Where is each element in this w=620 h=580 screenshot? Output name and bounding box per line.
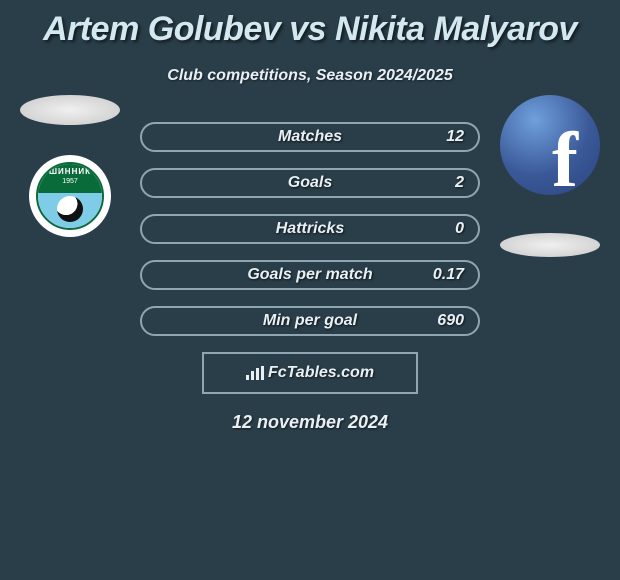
club-badge-right-placeholder <box>500 233 600 257</box>
stat-label: Goals per match <box>247 266 372 284</box>
stat-right-value: 0.17 <box>433 266 464 284</box>
stat-label: Goals <box>288 174 332 192</box>
bar-chart-icon <box>246 366 264 380</box>
stat-right-value: 2 <box>455 174 464 192</box>
facebook-f-glyph: f <box>552 121 578 199</box>
page-title: Artem Golubev vs Nikita Malyarov <box>0 0 620 49</box>
stat-row-goals-per-match: Goals per match 0.17 <box>140 260 480 290</box>
stat-row-min-per-goal: Min per goal 690 <box>140 306 480 336</box>
player-right-column: f <box>490 95 610 257</box>
brand-label: FcTables.com <box>268 364 374 382</box>
stat-right-value: 12 <box>446 128 464 146</box>
stat-label: Hattricks <box>276 220 344 238</box>
club-badge-left: ШИННИК 1957 <box>29 155 111 237</box>
subtitle: Club competitions, Season 2024/2025 <box>0 67 620 85</box>
player-left-column: ШИННИК 1957 <box>10 95 130 237</box>
stat-row-goals: Goals 2 <box>140 168 480 198</box>
stat-right-value: 690 <box>437 312 464 330</box>
club-badge-left-text: ШИННИК <box>38 167 102 176</box>
player-left-photo-placeholder <box>20 95 120 125</box>
stats-panel: Matches 12 Goals 2 Hattricks 0 Goals per… <box>140 122 480 433</box>
club-badge-left-year: 1957 <box>38 178 102 185</box>
date-label: 12 november 2024 <box>140 412 480 433</box>
brand-badge[interactable]: FcTables.com <box>202 352 418 394</box>
soccer-ball-icon <box>57 196 83 222</box>
facebook-icon[interactable]: f <box>500 95 600 195</box>
stat-row-hattricks: Hattricks 0 <box>140 214 480 244</box>
stat-label: Matches <box>278 128 342 146</box>
stat-right-value: 0 <box>455 220 464 238</box>
stat-row-matches: Matches 12 <box>140 122 480 152</box>
stat-label: Min per goal <box>263 312 357 330</box>
